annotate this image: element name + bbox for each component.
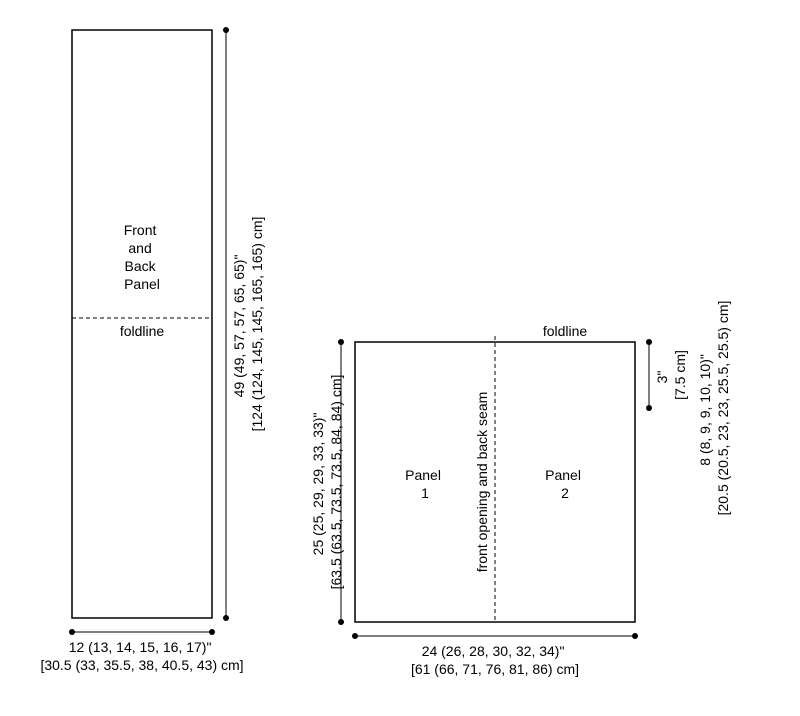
right-panels: foldline Panel 1 Panel 2 front opening a… <box>310 301 731 677</box>
side-dim-inches: 8 (8, 9, 9, 10, 10)" <box>697 354 713 466</box>
right-height-dim: 25 (25, 29, 29, 33, 33)" [63.5 (63.5, 73… <box>310 339 344 625</box>
right-height-cm: [63.5 (63.5, 73.5, 73.5, 84, 84) cm] <box>328 375 344 590</box>
left-panel-label-line3: Back <box>124 258 156 274</box>
right-panel-rect <box>355 342 635 622</box>
right-width-cm: [61 (66, 71, 76, 81, 86) cm] <box>411 661 579 677</box>
left-height-dim: 49 (49, 57, 57, 65, 65)" [124 (124, 145,… <box>223 27 265 621</box>
svg-text:24 (26, 28, 30, 32, 34)": 24 (26, 28, 30, 32, 34)" [61 (66, 71, 76… <box>411 643 579 677</box>
left-panel-label-line1: Front <box>124 222 157 238</box>
right-width-inches: 24 (26, 28, 30, 32, 34)" <box>422 643 565 659</box>
svg-text:12 (13, 14, 15, 16, 17)": 12 (13, 14, 15, 16, 17)" [30.5 (33, 35.5… <box>40 639 243 673</box>
svg-text:3" [7.5 cm]: 3" [7.5 cm] <box>654 350 688 400</box>
left-panel-label: Front and Back Panel <box>124 222 161 292</box>
svg-text:8 (8, 9, 9, 10, 10)" [: 8 (8, 9, 9, 10, 10)" [20.5 (20.5, 23, 23… <box>697 301 731 516</box>
right-foldline-label: foldline <box>543 323 588 339</box>
side-dim: 8 (8, 9, 9, 10, 10)" [20.5 (20.5, 23, 23… <box>697 301 731 516</box>
right-width-dim: 24 (26, 28, 30, 32, 34)" [61 (66, 71, 76… <box>352 633 638 677</box>
left-panel-label-line2: and <box>128 240 151 256</box>
panel2-label: Panel 2 <box>545 467 585 501</box>
left-width-dim: 12 (13, 14, 15, 16, 17)" [30.5 (33, 35.5… <box>40 629 243 673</box>
left-front-back-panel: Front and Back Panel foldline 49 (49, 57… <box>40 27 265 673</box>
center-seam-label: front opening and back seam <box>474 392 490 573</box>
panel1-label: Panel 1 <box>405 467 445 501</box>
left-width-inches: 12 (13, 14, 15, 16, 17)" <box>69 639 212 655</box>
fold-offset-inches: 3" <box>654 371 670 384</box>
right-height-inches: 25 (25, 29, 29, 33, 33)" <box>310 413 326 556</box>
left-foldline-label: foldline <box>120 323 165 339</box>
left-width-cm: [30.5 (33, 35.5, 38, 40.5, 43) cm] <box>40 657 243 673</box>
fold-offset-dim: 3" [7.5 cm] <box>646 339 688 411</box>
left-height-inches: 49 (49, 57, 57, 65, 65)" <box>231 255 247 398</box>
svg-text:25 (25, 29, 29, 33, 33)": 25 (25, 29, 29, 33, 33)" [63.5 (63.5, 73… <box>310 375 344 590</box>
svg-text:49 (49, 57, 57, 65, 65)": 49 (49, 57, 57, 65, 65)" [124 (124, 145,… <box>231 217 265 432</box>
side-dim-cm: [20.5 (20.5, 23, 23, 25.5, 25.5) cm] <box>715 301 731 516</box>
left-panel-label-line4: Panel <box>124 276 160 292</box>
left-height-cm: [124 (124, 145, 145, 165, 165) cm] <box>249 217 265 432</box>
fold-offset-cm: [7.5 cm] <box>672 350 688 400</box>
